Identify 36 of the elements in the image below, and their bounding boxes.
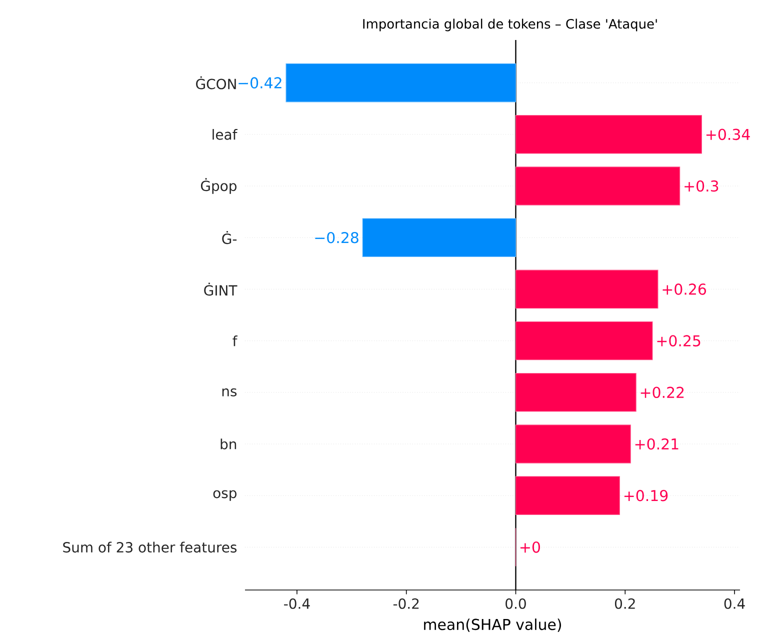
data-label: +0.26 xyxy=(662,283,706,295)
bar xyxy=(515,372,636,412)
y-tick-label: Ġ- xyxy=(222,231,237,244)
x-tick-label: 0.4 xyxy=(724,598,745,609)
y-tick-label: leaf xyxy=(212,128,238,140)
bar xyxy=(515,321,653,360)
y-tick-label: ĠCON xyxy=(196,76,236,90)
data-label: +0.19 xyxy=(624,490,668,502)
data-label: +0.21 xyxy=(635,438,678,450)
data-label: +0.22 xyxy=(640,386,684,398)
x-axis-title: mean(SHAP value) xyxy=(424,618,561,632)
bar xyxy=(515,270,658,308)
x-tick-label: -0.4 xyxy=(284,598,310,609)
y-tick-label: ns xyxy=(222,388,237,396)
bar xyxy=(515,114,702,154)
data-label: +0.25 xyxy=(657,335,700,346)
data-label: −0.28 xyxy=(315,232,358,244)
y-tick-label: Ġpop xyxy=(200,178,236,194)
data-label: +0 xyxy=(520,541,540,553)
data-label: −0.42 xyxy=(238,77,282,88)
bar xyxy=(515,166,680,206)
chart-title: Importancia global de tokens – Clase 'Ataque' xyxy=(363,18,657,32)
y-tick-label: osp xyxy=(213,490,236,501)
y-tick-label: ĠINT xyxy=(204,282,238,296)
bar xyxy=(362,218,516,257)
y-tick-label: f xyxy=(232,335,238,346)
y-tick-label: bn xyxy=(220,438,236,450)
y-tick-label: Sum of 23 other features xyxy=(63,542,237,552)
data-label: +0.34 xyxy=(706,128,750,140)
x-tick-label: 0.0 xyxy=(506,598,526,609)
bar xyxy=(515,424,631,464)
x-tick-label: -0.2 xyxy=(393,598,419,609)
bar xyxy=(286,63,516,102)
data-label: +0.3 xyxy=(684,180,718,192)
bar xyxy=(515,476,620,515)
x-tick-label: 0.2 xyxy=(614,598,635,609)
